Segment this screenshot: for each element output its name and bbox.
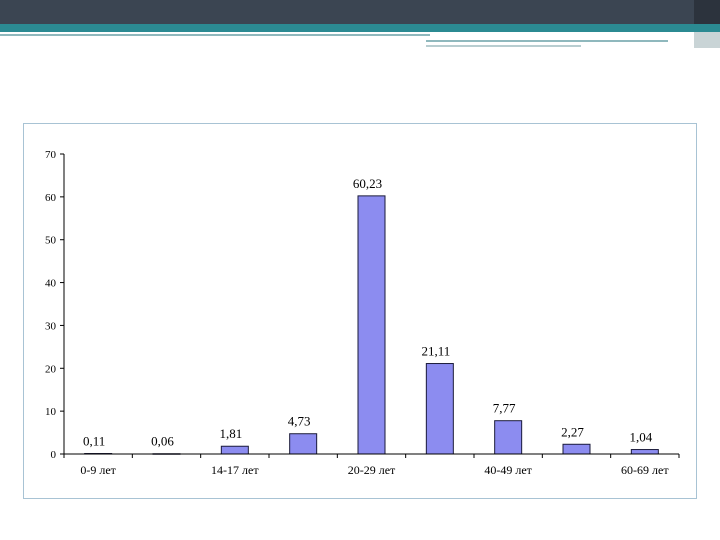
data-label: 21,11: [421, 344, 450, 359]
data-labels: 0,11 0,06 1,81 4,73 60,23 21,11 7,77 2,27 1,04: [83, 176, 653, 449]
x-axis: 0-9 лет 14-17 лет 20-29 лет 40-49 лет 60-69 …: [63, 453, 680, 477]
bar: [357, 195, 386, 455]
bar: [630, 449, 659, 455]
data-label: 60,23: [353, 176, 382, 191]
bars: [84, 195, 659, 455]
bar: [220, 445, 249, 455]
data-label: 4,73: [288, 414, 311, 429]
decorative-strip: [694, 32, 720, 48]
bar-chart: 0 10 20 30 40 50 60 70 0,11 0,06 1,81 4,73 60,23 21,…: [45, 149, 680, 477]
y-tick-label: 10: [45, 406, 57, 418]
slide-header-bar: [0, 0, 720, 24]
y-tick-label: 20: [45, 363, 57, 375]
y-tick-label: 0: [51, 449, 57, 461]
data-label: 7,77: [493, 401, 516, 416]
x-tick-label: 20-29 лет: [348, 463, 396, 477]
slide-header-cap: [694, 0, 720, 24]
data-label: 1,04: [629, 430, 652, 445]
decorative-rule: [0, 34, 430, 36]
bar: [562, 443, 591, 455]
y-tick-label: 40: [45, 278, 57, 290]
decorative-rule: [426, 45, 581, 47]
x-tick-label: 60-69 лет: [621, 463, 669, 477]
data-label: 2,27: [561, 424, 584, 439]
y-tick-label: 50: [45, 235, 57, 247]
chart-frame: 0 10 20 30 40 50 60 70 0,11 0,06 1,81 4,73 60,23 21,…: [23, 123, 697, 499]
y-tick-label: 30: [45, 320, 57, 332]
y-tick-label: 60: [45, 192, 57, 204]
x-tick-label: 40-49 лет: [484, 463, 532, 477]
decorative-rule: [426, 40, 668, 42]
x-tick-label: 14-17 лет: [211, 463, 259, 477]
bar: [289, 433, 318, 455]
bar: [425, 363, 454, 455]
data-label: 0,11: [83, 434, 105, 449]
bar: [494, 420, 523, 455]
data-label: 0,06: [151, 434, 174, 449]
y-axis: 0 10 20 30 40 50 60 70: [45, 149, 65, 461]
x-tick-label: 0-9 лет: [80, 463, 116, 477]
y-tick-label: 70: [45, 149, 57, 161]
data-label: 1,81: [219, 426, 242, 441]
slide-accent-bar: [0, 24, 720, 32]
